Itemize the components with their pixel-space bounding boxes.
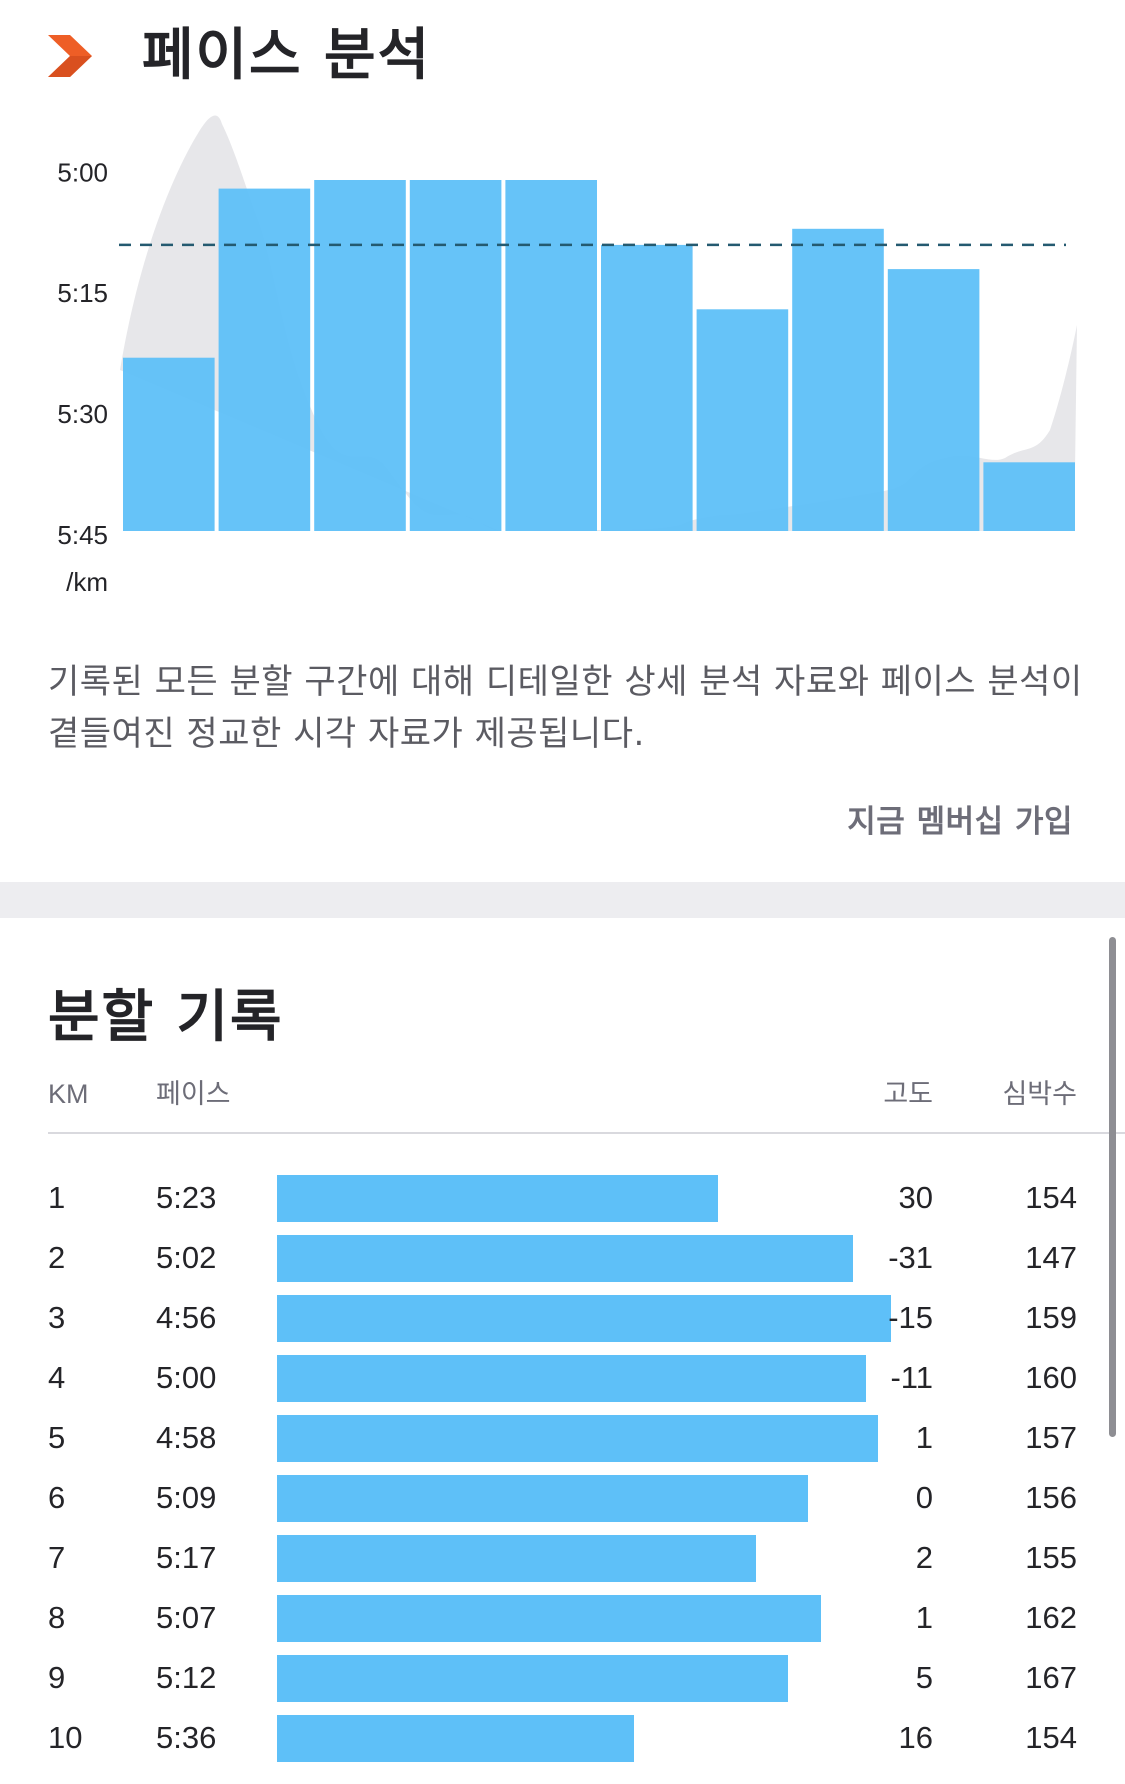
column-header-elevation: 고도 <box>883 1079 933 1109</box>
split-km: 4 <box>48 1360 66 1395</box>
pace-bar-km-5 <box>505 180 597 531</box>
split-km: 5 <box>48 1420 66 1455</box>
split-heart-rate: 147 <box>1025 1240 1077 1275</box>
y-tick-label: 5:30 <box>57 399 108 429</box>
pace-analysis-header <box>48 16 94 96</box>
splits-column-headers: KM 페이스 고도 심박수 <box>0 1070 1125 1118</box>
split-heart-rate: 159 <box>1025 1300 1077 1335</box>
split-pace: 5:02 <box>156 1240 217 1275</box>
split-elevation: 5 <box>915 1660 933 1695</box>
join-membership-link[interactable]: 지금 멤버십 가입 <box>847 804 1073 840</box>
split-pace-bar <box>277 1595 821 1642</box>
pace-bar-km-6 <box>601 244 693 531</box>
split-pace: 4:58 <box>156 1420 217 1455</box>
split-elevation: 1 <box>915 1420 933 1455</box>
column-header-heart-rate: 심박수 <box>1002 1079 1077 1109</box>
split-pace: 5:17 <box>156 1540 217 1575</box>
table-row: 9 5:12 5 167 <box>0 1648 1125 1708</box>
column-header-km: KM <box>48 1079 89 1109</box>
table-row: 7 5:17 2 155 <box>0 1528 1125 1588</box>
pace-analysis-description: 기록된 모든 분할 구간에 대해 디테일한 상세 분석 자료와 페이스 분석이 … <box>48 662 1083 754</box>
pace-chart-svg: 5:00 5:15 5:30 5:45 /km <box>57 115 1077 597</box>
table-row: 8 5:07 1 162 <box>0 1588 1125 1648</box>
pace-bar-km-7 <box>696 309 789 531</box>
split-pace: 4:56 <box>156 1300 217 1335</box>
table-row: 2 5:02 -31 147 <box>0 1228 1125 1288</box>
y-axis-ticks: 5:00 5:15 5:30 5:45 <box>57 158 108 550</box>
pace-chart: 5:00 5:15 5:30 5:45 /km <box>0 110 1125 630</box>
column-header-pace: 페이스 <box>156 1079 231 1109</box>
pace-analysis-title: 페이스 분석 <box>142 23 432 88</box>
split-elevation: -15 <box>888 1300 933 1335</box>
splits-title: 분할 기록 <box>48 985 284 1050</box>
y-axis-unit-label: /km <box>66 567 108 597</box>
table-row: 10 5:36 16 154 <box>0 1708 1125 1768</box>
split-km: 8 <box>48 1600 66 1635</box>
split-pace: 5:36 <box>156 1720 217 1755</box>
split-km: 1 <box>48 1180 66 1215</box>
y-tick-label: 5:45 <box>57 520 108 550</box>
splits-section: 분할 기록 KM 페이스 고도 심박수 1 5:23 30 154 2 5:02 -31 14… <box>0 918 1125 1784</box>
pace-bar-km-2 <box>218 188 311 531</box>
split-heart-rate: 156 <box>1025 1480 1077 1515</box>
section-divider <box>0 882 1125 918</box>
split-heart-rate: 155 <box>1025 1540 1077 1575</box>
pace-bar-km-3 <box>314 180 406 531</box>
split-km: 6 <box>48 1480 66 1515</box>
split-km: 3 <box>48 1300 66 1335</box>
table-row: 4 5:00 -11 160 <box>0 1348 1125 1408</box>
pace-analysis-section: 페이스 분석 5:00 5:15 5:30 5:45 /km 기록된 모든 분할 구간… <box>0 0 1125 882</box>
split-pace-bar <box>277 1715 634 1762</box>
split-pace-bar <box>277 1295 891 1342</box>
split-pace-bar <box>277 1415 878 1462</box>
y-tick-label: 5:15 <box>57 278 108 308</box>
header-divider <box>48 1132 1125 1134</box>
split-heart-rate: 167 <box>1025 1660 1077 1695</box>
elevation-area <box>120 115 1077 531</box>
y-tick-label: 5:00 <box>57 158 108 188</box>
split-pace-bar <box>277 1355 866 1402</box>
pace-bar-km-9 <box>887 269 980 531</box>
split-heart-rate: 162 <box>1025 1600 1077 1635</box>
split-elevation: 2 <box>915 1540 933 1575</box>
split-km: 2 <box>48 1240 66 1275</box>
split-pace-bar <box>277 1655 788 1702</box>
split-pace-bar <box>277 1535 756 1582</box>
table-row: 3 4:56 -15 159 <box>0 1288 1125 1348</box>
pace-bar-km-4 <box>409 180 502 531</box>
split-elevation: 1 <box>915 1600 933 1635</box>
split-pace: 5:00 <box>156 1360 217 1395</box>
pace-bar-km-8 <box>792 228 884 532</box>
split-km: 7 <box>48 1540 66 1575</box>
split-pace: 5:07 <box>156 1600 217 1635</box>
split-km: 9 <box>48 1660 66 1695</box>
split-elevation: 30 <box>898 1180 933 1215</box>
pace-bar-km-1 <box>123 357 215 531</box>
table-row: 5 4:58 1 157 <box>0 1408 1125 1468</box>
split-elevation: 0 <box>915 1480 933 1515</box>
chevron-right-icon <box>48 35 92 77</box>
split-pace-bar <box>277 1175 718 1222</box>
split-heart-rate: 154 <box>1025 1180 1077 1215</box>
split-km: 10 <box>48 1720 83 1755</box>
split-pace: 5:23 <box>156 1180 217 1215</box>
split-pace: 5:12 <box>156 1660 217 1695</box>
split-pace-bar <box>277 1475 808 1522</box>
split-elevation: 16 <box>898 1720 933 1755</box>
table-row: 1 5:23 30 154 <box>0 1168 1125 1228</box>
split-heart-rate: 160 <box>1025 1360 1077 1395</box>
table-row: 6 5:09 0 156 <box>0 1468 1125 1528</box>
pace-bar-km-10 <box>983 462 1075 531</box>
split-pace: 5:09 <box>156 1480 217 1515</box>
split-elevation: -11 <box>890 1360 933 1395</box>
split-heart-rate: 154 <box>1025 1720 1077 1755</box>
scrollbar-thumb[interactable] <box>1109 937 1116 1437</box>
pace-bars <box>123 180 1075 532</box>
split-elevation: -31 <box>888 1240 933 1275</box>
split-pace-bar <box>277 1235 853 1282</box>
split-heart-rate: 157 <box>1025 1420 1077 1455</box>
